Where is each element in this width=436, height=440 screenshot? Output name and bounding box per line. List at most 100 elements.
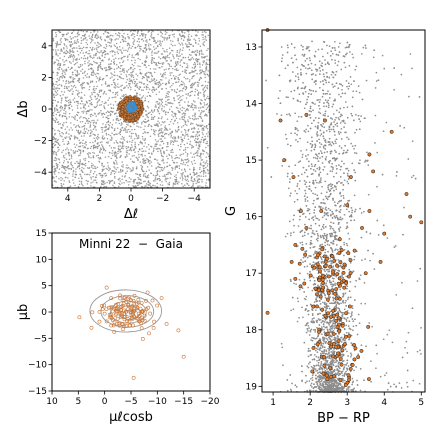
field-point	[151, 32, 153, 34]
field-point	[137, 173, 139, 175]
field-point	[177, 38, 179, 40]
field-point	[121, 65, 123, 67]
field-point	[184, 144, 186, 146]
field-point	[115, 140, 117, 142]
field-point	[101, 165, 103, 167]
field-point	[58, 149, 60, 151]
field-point	[76, 125, 78, 127]
field-point	[60, 123, 62, 125]
field-point	[116, 43, 118, 45]
field-point	[194, 174, 196, 176]
field-point	[159, 132, 161, 134]
field-point	[55, 100, 57, 102]
field-point	[111, 138, 113, 140]
field-point	[146, 87, 148, 89]
field-point	[163, 168, 165, 170]
field-point	[66, 97, 68, 99]
field-point	[146, 171, 148, 173]
field-point	[101, 39, 103, 41]
field-point	[193, 128, 195, 130]
field-point	[189, 81, 191, 83]
field-point	[76, 114, 78, 116]
field-point	[142, 89, 144, 91]
field-point	[151, 59, 153, 61]
field-point	[117, 79, 119, 81]
field-point	[194, 107, 196, 109]
field-point	[72, 48, 74, 50]
field-point	[53, 112, 55, 114]
field-point	[78, 186, 80, 188]
field-point	[77, 34, 79, 36]
member-point	[131, 119, 134, 122]
field-point	[164, 176, 166, 178]
field-point	[161, 116, 163, 118]
field-point	[115, 133, 117, 135]
field-point	[170, 152, 172, 154]
field-point	[98, 80, 100, 82]
field-point	[103, 92, 105, 94]
field-point	[188, 56, 190, 58]
field-point	[101, 144, 103, 146]
field-point	[204, 136, 206, 138]
field-point	[97, 167, 99, 169]
field-point	[118, 67, 120, 69]
field-point	[61, 100, 63, 102]
field-point	[204, 91, 206, 93]
pm-point	[146, 291, 149, 294]
field-point	[90, 63, 92, 65]
field-point	[81, 86, 83, 88]
field-point	[96, 102, 98, 104]
field-point	[81, 37, 83, 39]
field-point	[129, 78, 131, 80]
field-point	[202, 121, 204, 123]
field-point	[76, 144, 78, 146]
field-point	[98, 113, 100, 115]
field-point	[61, 73, 63, 75]
field-point	[86, 47, 88, 49]
field-point	[164, 129, 166, 131]
field-point	[137, 58, 139, 60]
field-point	[80, 52, 82, 54]
field-point	[188, 181, 190, 183]
field-point	[120, 41, 122, 43]
field-point	[90, 116, 92, 118]
field-point	[130, 87, 132, 89]
field-point	[167, 146, 169, 148]
field-point	[173, 138, 175, 140]
field-point	[182, 90, 184, 92]
field-point	[111, 152, 113, 154]
field-point	[166, 92, 168, 94]
field-point	[81, 92, 83, 94]
field-point	[160, 43, 162, 45]
field-point	[144, 162, 146, 164]
field-point	[102, 116, 104, 118]
field-point	[79, 163, 81, 165]
field-point	[189, 118, 191, 120]
field-point	[139, 50, 141, 52]
field-point	[81, 182, 83, 184]
field-point	[126, 148, 128, 150]
field-point	[166, 155, 168, 157]
field-point	[185, 86, 187, 88]
field-point	[139, 82, 141, 84]
field-point	[123, 33, 125, 35]
field-point	[135, 179, 137, 181]
field-point	[198, 142, 200, 144]
field-point	[107, 142, 109, 144]
field-point	[189, 72, 191, 74]
core-point	[133, 102, 136, 105]
field-point	[157, 101, 159, 103]
field-point	[181, 131, 183, 133]
field-point	[159, 122, 161, 124]
field-point	[156, 143, 158, 145]
field-point	[77, 33, 79, 35]
field-point	[181, 81, 183, 83]
field-point	[159, 41, 161, 43]
field-point	[151, 60, 153, 62]
field-point	[179, 165, 181, 167]
field-point	[72, 80, 74, 82]
field-point	[205, 182, 207, 184]
field-point	[121, 147, 123, 149]
field-point	[144, 83, 146, 85]
field-point	[72, 37, 74, 39]
